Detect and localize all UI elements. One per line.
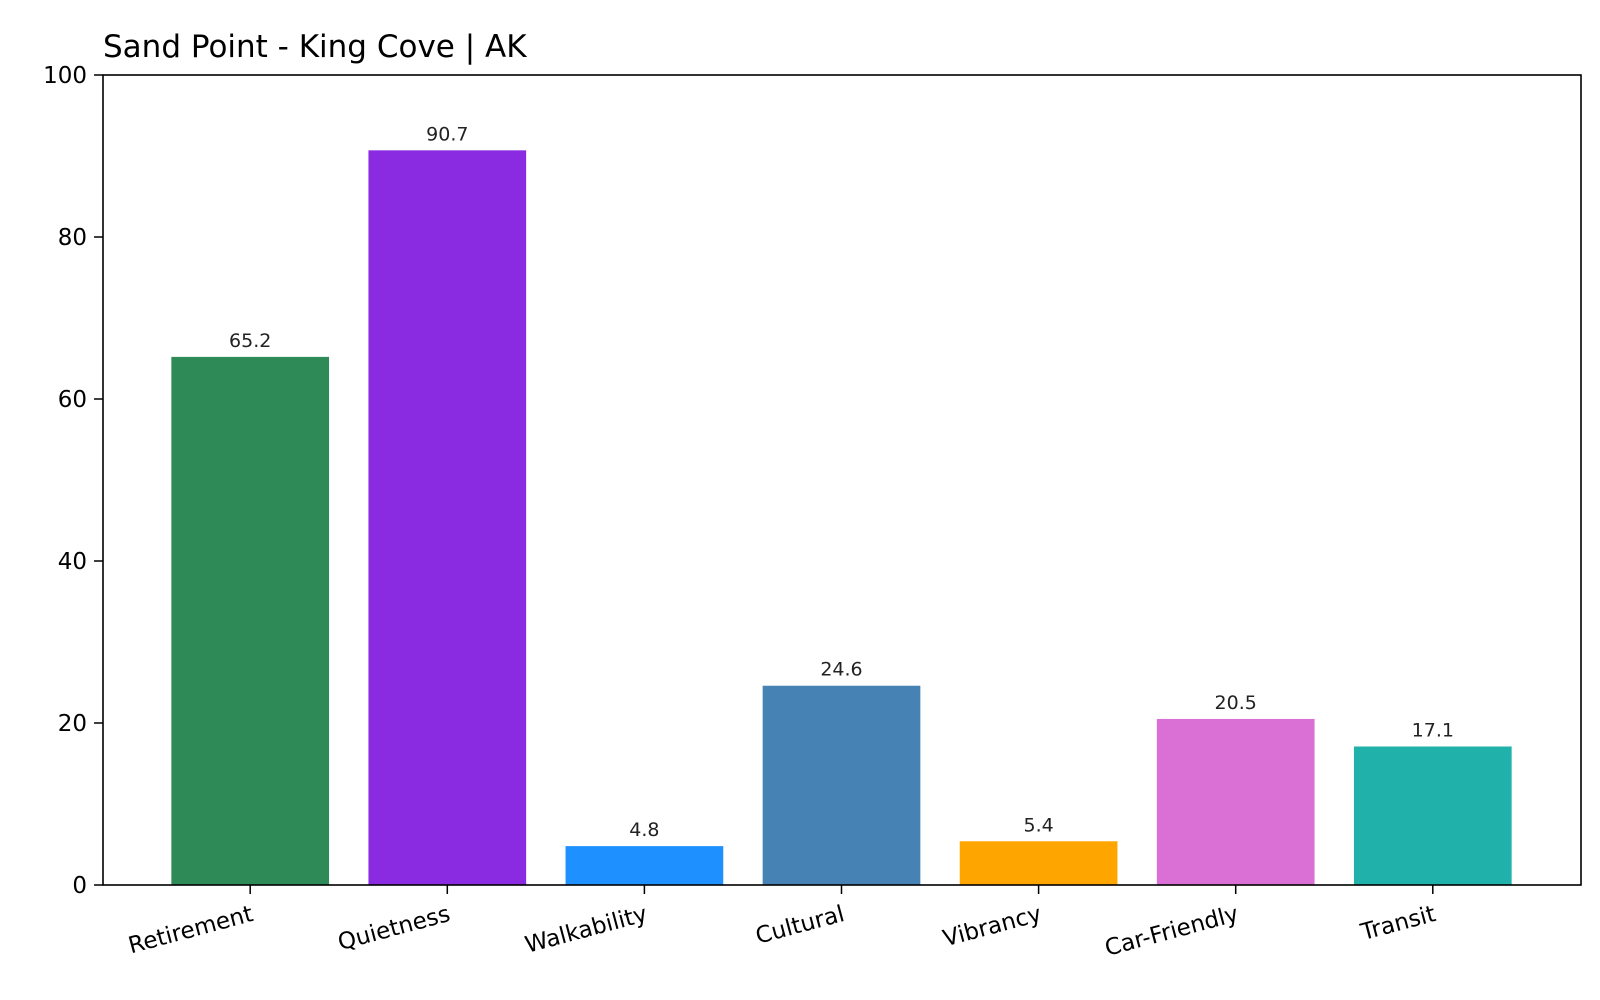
ytick-label: 60 <box>58 387 87 413</box>
bar-value-label: 5.4 <box>1023 814 1053 836</box>
bar <box>762 685 921 885</box>
bar-value-label: 17.1 <box>1412 719 1454 741</box>
bar <box>959 841 1118 885</box>
bar-value-label: 90.7 <box>426 123 468 145</box>
xtick-label: Car-Friendly <box>1102 901 1241 962</box>
bar <box>565 846 724 885</box>
plot-area: 0 20 40 60 80 100 65.2 Retirement 90.7 Quietness 4… <box>43 63 1512 962</box>
bar <box>1353 746 1512 885</box>
bar-value-label: 24.6 <box>820 659 862 681</box>
ytick-label: 20 <box>58 711 87 737</box>
ytick-label: 40 <box>58 549 87 575</box>
ytick-label: 80 <box>58 225 87 251</box>
xtick-label: Transit <box>1357 901 1438 946</box>
ytick-label: 0 <box>72 873 87 899</box>
bar-value-label: 20.5 <box>1215 692 1257 714</box>
bar <box>368 150 527 885</box>
axes-frame <box>102 74 1582 886</box>
ytick-label: 100 <box>43 63 87 89</box>
xtick-label: Quietness <box>335 901 453 956</box>
xtick-label: Cultural <box>753 901 847 950</box>
xtick-label: Vibrancy <box>940 901 1044 952</box>
bar-value-label: 4.8 <box>629 819 659 841</box>
bar <box>1156 718 1315 885</box>
bar <box>171 356 330 885</box>
bar-value-label: 65.2 <box>229 330 271 352</box>
xtick-label: Walkability <box>522 901 650 959</box>
chart-title: Sand Point - King Cove | AK <box>103 29 527 65</box>
xtick-label: Retirement <box>126 901 256 959</box>
